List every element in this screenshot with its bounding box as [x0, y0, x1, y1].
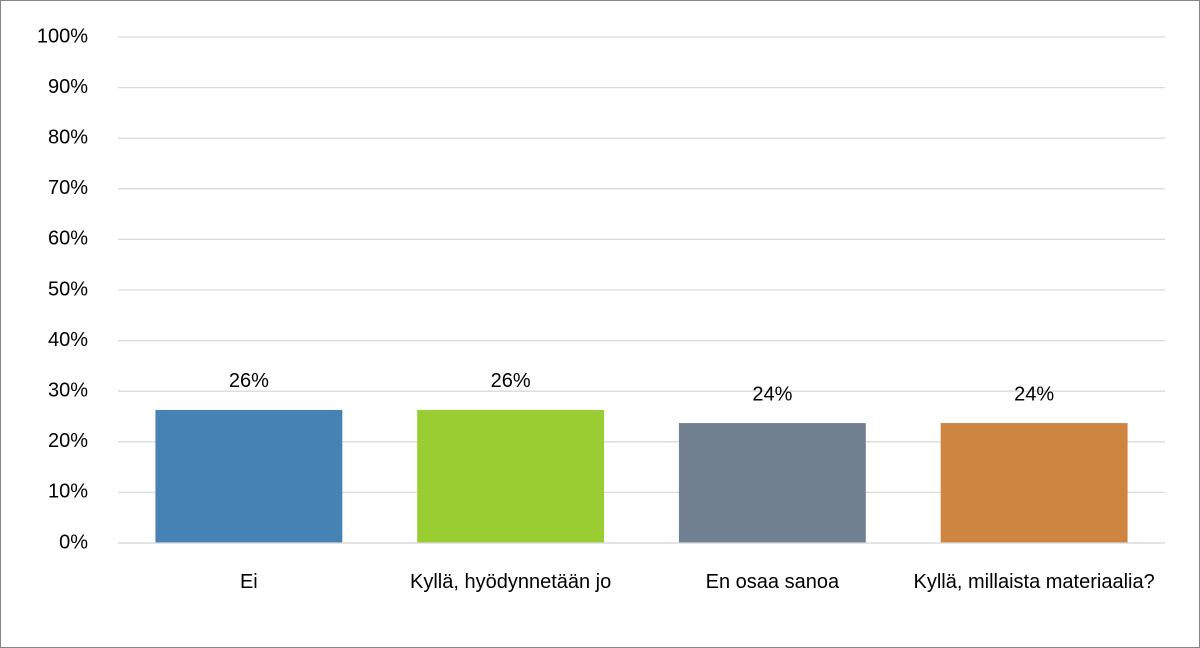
- x-tick-line: Kyllä, millaista materiaalia?: [914, 571, 1155, 593]
- y-tick-label: 70%: [48, 177, 88, 199]
- data-label: 26%: [229, 370, 269, 392]
- y-tick-label: 60%: [48, 228, 88, 250]
- y-tick-label: 50%: [48, 278, 88, 300]
- bar: [678, 423, 866, 543]
- x-tick-label: En osaa sanoa: [706, 571, 840, 593]
- x-tick-line: Kyllä, hyödynnetään jo: [410, 571, 611, 593]
- y-tick-label: 20%: [48, 430, 88, 452]
- data-label: 24%: [1014, 383, 1054, 405]
- bar: [417, 409, 605, 543]
- y-tick-label: 80%: [48, 126, 88, 148]
- y-tick-label: 30%: [48, 379, 88, 401]
- y-tick-label: 10%: [48, 481, 88, 503]
- x-tick-line: En osaa sanoa: [706, 571, 840, 593]
- data-label: 24%: [752, 383, 792, 405]
- x-tick-label: Ei: [240, 571, 258, 593]
- data-label: 26%: [491, 370, 531, 392]
- y-tick-label: 100%: [37, 25, 88, 47]
- x-tick-label: Kyllä, hyödynnetään jo: [410, 571, 611, 593]
- y-tick-label: 40%: [48, 329, 88, 351]
- y-tick-label: 90%: [48, 76, 88, 98]
- x-tick-line: Ei: [240, 571, 258, 593]
- y-tick-label: 0%: [59, 531, 88, 553]
- x-tick-label: Kyllä, millaista materiaalia?: [914, 571, 1155, 593]
- bar: [155, 409, 343, 543]
- bar: [940, 423, 1128, 543]
